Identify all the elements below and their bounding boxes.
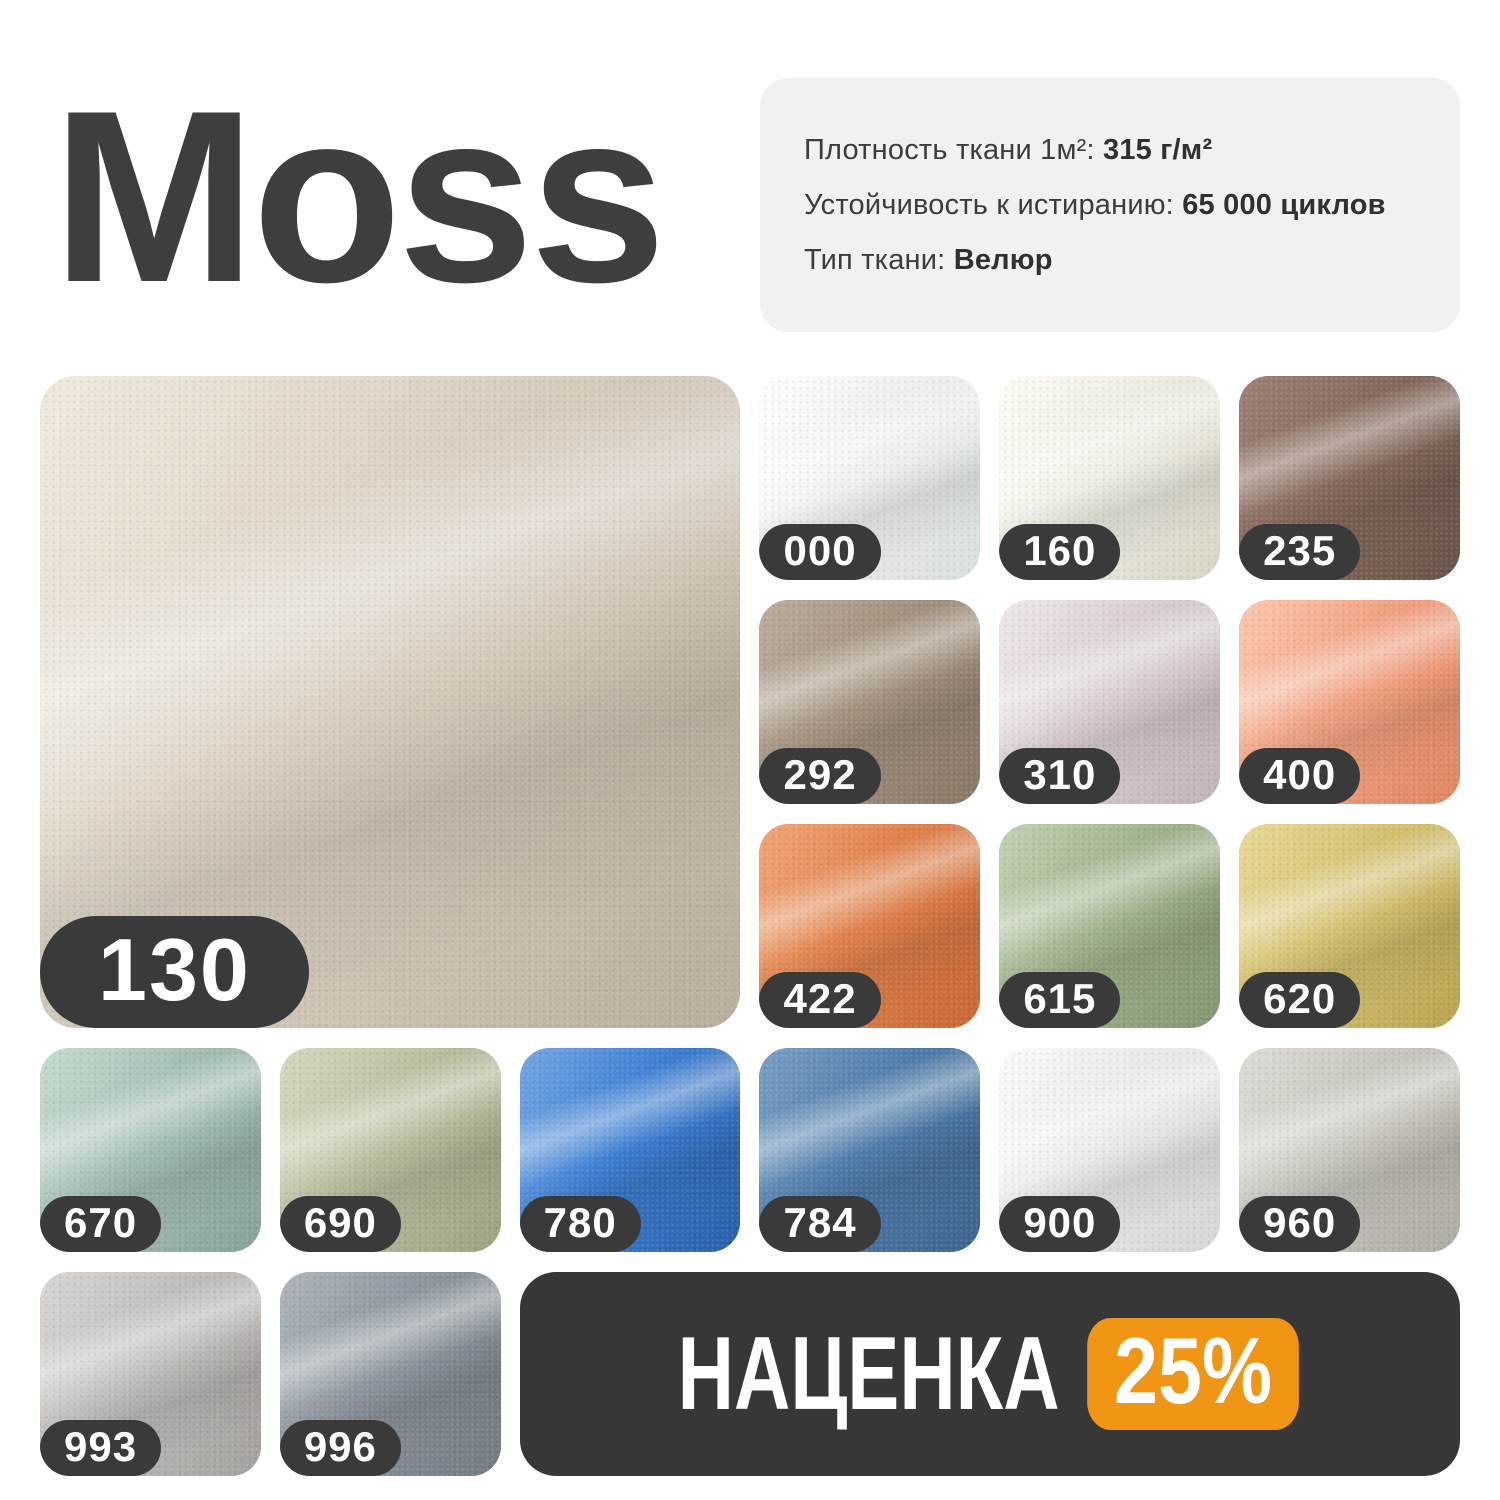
markup-label: НАЦЕНКА — [677, 1315, 1060, 1432]
fabric-swatch: 235 — [1239, 376, 1460, 580]
markup-percent-badge: 25% — [1087, 1318, 1300, 1430]
swatch-code-badge: 780 — [519, 1196, 641, 1252]
fabric-swatch: 620 — [1239, 824, 1460, 1028]
spec-value: Велюр — [953, 243, 1053, 276]
swatch-code-badge: 310 — [999, 748, 1121, 804]
swatch-code-badge: 620 — [1239, 972, 1361, 1028]
swatch-code-badge: 670 — [40, 1196, 162, 1252]
fabric-swatch: 670 — [40, 1048, 261, 1252]
swatch-code-badge: 900 — [999, 1196, 1121, 1252]
markup-banner: НАЦЕНКА 25% — [519, 1272, 1460, 1476]
fabric-swatch: 960 — [1239, 1048, 1460, 1252]
spec-value: 65 000 циклов — [1182, 188, 1386, 221]
spec-value: 315 г/м² — [1103, 133, 1213, 166]
fabric-texture — [1239, 824, 1460, 1028]
swatch-code-badge: 422 — [759, 972, 881, 1028]
fabric-swatch: 900 — [999, 1048, 1221, 1252]
product-name: Moss — [52, 59, 666, 333]
swatch-code-badge: 784 — [759, 1196, 881, 1252]
fabric-swatch: 780 — [519, 1048, 741, 1252]
spec-label: Плотность ткани 1м²: — [804, 133, 1095, 166]
swatch-code-badge: 400 — [1239, 748, 1361, 804]
swatch-code-badge: 130 — [40, 916, 309, 1028]
swatch-code-badge: 292 — [759, 748, 881, 804]
spec-row-type: Тип ткани: Велюр — [804, 244, 1416, 277]
swatch-code-badge: 690 — [279, 1196, 401, 1252]
spec-row-density: Плотность ткани 1м²: 315 г/м² — [804, 134, 1416, 167]
swatch-code-badge: 235 — [1239, 524, 1361, 580]
swatch-code-badge: 615 — [999, 972, 1121, 1028]
spec-row-abrasion: Устойчивость к истиранию: 65 000 циклов — [804, 189, 1416, 222]
swatch-code-badge: 993 — [40, 1420, 162, 1476]
fabric-swatch: 422 — [759, 824, 981, 1028]
spec-card: Плотность ткани 1м²: 315 г/м² Устойчивос… — [760, 78, 1460, 332]
fabric-swatch: 784 — [759, 1048, 981, 1252]
fabric-swatch: 996 — [279, 1272, 501, 1476]
swatch-code-badge: 000 — [759, 524, 881, 580]
fabric-swatch: 993 — [40, 1272, 261, 1476]
swatch-code-badge: 960 — [1239, 1196, 1361, 1252]
fabric-swatch: 292 — [759, 600, 981, 804]
main-fabric-swatch: 130 — [40, 376, 741, 1028]
fabric-swatch: 690 — [279, 1048, 501, 1252]
fabric-swatch: 400 — [1239, 600, 1460, 804]
swatch-code-badge: 160 — [999, 524, 1121, 580]
swatch-code-badge: 996 — [279, 1420, 401, 1476]
spec-label: Тип ткани: — [804, 243, 946, 276]
fabric-swatch: 000 — [759, 376, 981, 580]
swatch-grid: 130 000 160 235 292 310 400 422 615 620 … — [40, 376, 1460, 1476]
fabric-swatch: 615 — [999, 824, 1221, 1028]
fabric-swatch: 160 — [999, 376, 1221, 580]
fabric-swatch: 310 — [999, 600, 1221, 804]
spec-label: Устойчивость к истиранию: — [804, 188, 1174, 221]
